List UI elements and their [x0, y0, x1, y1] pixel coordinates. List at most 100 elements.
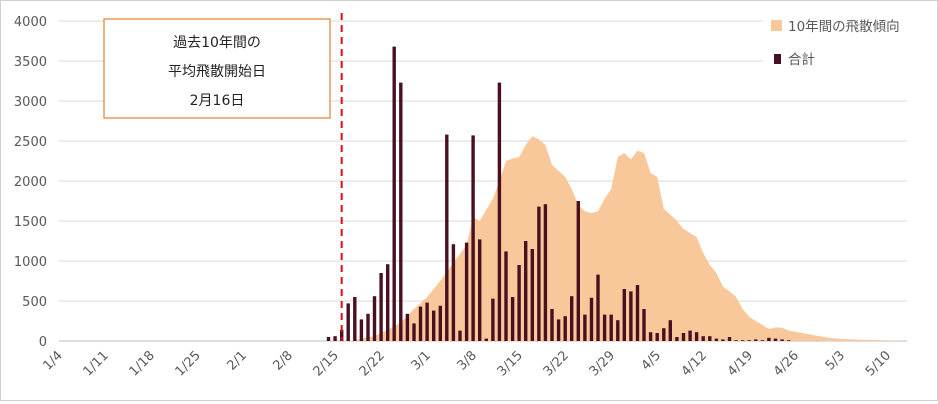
x-tick-label: 2/1	[224, 348, 249, 373]
bar	[379, 273, 383, 341]
bar	[359, 319, 364, 341]
y-tick-label: 3000	[14, 95, 47, 110]
y-tick-label: 0	[39, 335, 47, 350]
bar	[767, 337, 771, 341]
legend: 10年間の飛散傾向 合計	[763, 1, 937, 79]
y-tick-label: 3500	[14, 55, 47, 70]
y-tick-label: 1000	[14, 255, 47, 270]
bar	[438, 305, 442, 341]
x-tick-label: 3/8	[455, 348, 480, 373]
x-tick-label: 5/3	[823, 348, 848, 373]
bar	[340, 329, 344, 341]
legend-label-area: 10年間の飛散傾向	[788, 19, 900, 35]
bar	[655, 333, 659, 341]
bar	[675, 337, 679, 341]
x-tick-label: 1/25	[173, 348, 204, 379]
x-tick-label: 4/19	[725, 348, 756, 379]
x-tick-label: 1/4	[40, 348, 65, 373]
bar	[681, 333, 686, 341]
bar	[622, 289, 626, 341]
bar	[589, 297, 594, 341]
bar	[471, 135, 475, 341]
bar	[517, 265, 521, 341]
bar	[602, 314, 607, 341]
bar	[760, 340, 765, 341]
bar	[510, 297, 515, 341]
x-tick-label: 5/10	[863, 348, 894, 379]
bar	[418, 306, 423, 341]
legend-label-bar: 合計	[788, 52, 815, 68]
bar	[668, 320, 672, 341]
annotation-line-2: 平均飛散開始日	[168, 64, 266, 80]
bar	[464, 242, 469, 341]
bar	[399, 82, 403, 341]
x-tick-label: 1/18	[127, 348, 158, 379]
bar	[694, 332, 699, 341]
annotation-line-1: 過去10年間の	[173, 35, 261, 51]
x-tick-label: 4/12	[679, 348, 710, 379]
area-series	[348, 136, 907, 341]
bar	[491, 298, 495, 341]
bar	[583, 314, 587, 341]
bar	[405, 313, 410, 341]
bar	[576, 201, 580, 341]
bar	[787, 340, 791, 341]
bar	[386, 264, 390, 341]
bar	[484, 338, 488, 341]
bar	[708, 336, 712, 341]
bar	[425, 302, 429, 341]
area-series-path	[348, 136, 907, 341]
bar	[773, 338, 778, 341]
x-axis-labels: 1/4 1/11 1/18 1/25 2/1 2/8 2/15 2/22 3/1 3/8 3/15 3…	[40, 348, 894, 379]
bar	[596, 274, 600, 341]
bar	[445, 134, 449, 341]
bar	[333, 336, 337, 341]
annotation-box: 過去10年間の 平均飛散開始日 2月16日	[103, 18, 331, 119]
x-tick-label: 1/11	[81, 348, 112, 379]
x-tick-label: 2/15	[311, 348, 342, 379]
legend-swatch-area	[771, 20, 782, 31]
bar	[734, 340, 738, 341]
bar	[635, 285, 640, 341]
y-tick-label: 500	[22, 295, 47, 310]
bar	[629, 291, 633, 341]
x-tick-label: 4/26	[771, 348, 802, 379]
bar	[740, 340, 745, 341]
x-tick-label: 3/29	[587, 348, 618, 379]
bar	[609, 314, 613, 341]
bar	[372, 296, 377, 341]
bar	[537, 206, 541, 341]
y-tick-label: 4000	[14, 15, 47, 30]
bar	[701, 336, 705, 341]
bar	[563, 316, 567, 341]
bar	[662, 328, 666, 341]
bar	[780, 339, 784, 341]
bar	[642, 309, 646, 341]
bar	[543, 204, 548, 341]
x-tick-label: 3/22	[541, 348, 572, 379]
bar	[458, 330, 462, 341]
bar	[497, 82, 502, 341]
bar	[556, 319, 561, 341]
bar	[432, 310, 436, 341]
x-tick-label: 3/15	[495, 348, 526, 379]
bar	[616, 320, 620, 341]
bar	[504, 251, 508, 341]
annotation-line-3: 2月16日	[190, 93, 245, 109]
x-tick-label: 3/1	[409, 348, 434, 373]
bar	[412, 323, 416, 341]
bar	[530, 249, 534, 341]
bar	[353, 297, 357, 341]
bar	[721, 339, 725, 341]
bar	[754, 339, 758, 341]
bar	[478, 239, 482, 341]
bar	[648, 332, 653, 341]
bar	[727, 337, 732, 341]
bar	[346, 303, 350, 341]
bar	[392, 46, 396, 341]
bar	[570, 296, 574, 341]
bar	[714, 338, 719, 341]
bar	[747, 340, 751, 341]
